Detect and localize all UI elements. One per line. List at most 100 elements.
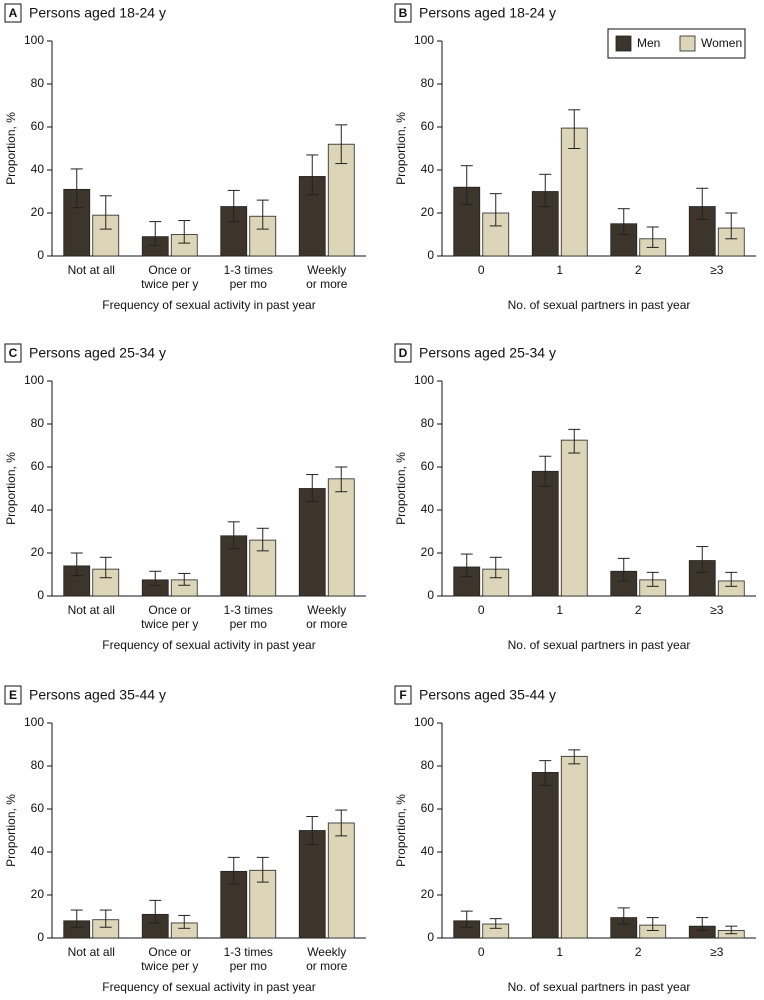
x-tick-label: 1-3 times bbox=[224, 603, 273, 617]
error-bar bbox=[306, 474, 319, 502]
error-bar bbox=[149, 570, 162, 586]
error-bar bbox=[335, 124, 348, 165]
panel-letter: B bbox=[399, 6, 408, 20]
y-tick-label: 0 bbox=[37, 588, 44, 602]
x-axis-title: Frequency of sexual activity in past yea… bbox=[102, 638, 315, 652]
y-tick-label: 100 bbox=[414, 715, 434, 729]
y-tick-label: 20 bbox=[421, 887, 435, 901]
y-tick-label: 100 bbox=[24, 373, 44, 387]
y-tick-label: 60 bbox=[31, 119, 45, 133]
chart-panel: A Persons aged 18-24 y Proportion, % Freque… bbox=[4, 3, 366, 312]
y-tick-label: 80 bbox=[31, 416, 45, 430]
y-tick-label: 80 bbox=[31, 758, 45, 772]
panel-title: Persons aged 35-44 y bbox=[29, 687, 166, 703]
x-tick-label: 0 bbox=[478, 945, 485, 959]
y-tick-label: 80 bbox=[31, 76, 45, 90]
chart-panel: B Persons aged 18-24 y Proportion, % No. of… bbox=[394, 3, 756, 312]
error-bar bbox=[460, 910, 473, 928]
y-tick-label: 0 bbox=[37, 930, 44, 944]
y-axis-title: Proportion, % bbox=[4, 452, 18, 525]
error-bar bbox=[335, 809, 348, 837]
x-tick-label: Weekly bbox=[307, 263, 346, 277]
y-tick-label: 60 bbox=[421, 119, 435, 133]
panel-letter: C bbox=[9, 346, 18, 360]
panel-title: Persons aged 25-34 y bbox=[29, 345, 166, 361]
x-axis-title: No. of sexual partners in past year bbox=[508, 298, 691, 312]
x-tick-label: or more bbox=[306, 277, 348, 291]
bar bbox=[327, 478, 355, 597]
x-tick-label: 1 bbox=[556, 603, 563, 617]
error-bar bbox=[335, 466, 348, 493]
y-tick-label: 20 bbox=[31, 205, 45, 219]
panel-letter-box bbox=[4, 685, 22, 705]
error-bar bbox=[460, 165, 473, 205]
error-bar bbox=[256, 199, 269, 230]
error-bar bbox=[617, 557, 630, 582]
error-bar bbox=[256, 856, 269, 883]
error-bar bbox=[696, 546, 709, 573]
y-tick-label: 60 bbox=[31, 459, 45, 473]
bar bbox=[327, 822, 355, 939]
error-bar bbox=[489, 918, 502, 929]
x-axis-title: No. of sexual partners in past year bbox=[508, 638, 691, 652]
x-tick-label: Not at all bbox=[68, 945, 115, 959]
y-tick-label: 0 bbox=[427, 588, 434, 602]
y-tick-label: 40 bbox=[31, 162, 45, 176]
x-tick-label: 2 bbox=[635, 945, 642, 959]
y-axis-title: Proportion, % bbox=[4, 794, 18, 867]
x-tick-label: Not at all bbox=[68, 603, 115, 617]
y-tick-label: 40 bbox=[421, 844, 435, 858]
error-bar bbox=[568, 749, 581, 765]
error-bar bbox=[70, 552, 83, 577]
error-bar bbox=[539, 760, 552, 786]
panel-letter-box bbox=[394, 343, 412, 363]
y-tick-label: 100 bbox=[414, 33, 434, 47]
error-bar bbox=[489, 193, 502, 227]
y-axis-title: Proportion, % bbox=[394, 794, 408, 867]
panel-title: Persons aged 18-24 y bbox=[29, 5, 166, 21]
chart-panel: D Persons aged 25-34 y Proportion, % No. of… bbox=[394, 343, 756, 652]
error-bar bbox=[306, 154, 319, 196]
panel-title: Persons aged 35-44 y bbox=[419, 687, 556, 703]
error-bar bbox=[227, 189, 240, 223]
x-tick-label: 2 bbox=[635, 263, 642, 277]
y-tick-label: 60 bbox=[421, 459, 435, 473]
legend: Men Women bbox=[607, 28, 746, 59]
x-tick-label: Weekly bbox=[307, 603, 346, 617]
panel-letter-box bbox=[4, 3, 22, 23]
error-bar bbox=[227, 521, 240, 550]
panel-letter: E bbox=[9, 688, 17, 702]
x-tick-label: ≥3 bbox=[710, 603, 724, 617]
error-bar bbox=[646, 226, 659, 248]
error-bar bbox=[99, 195, 112, 230]
legend-swatch bbox=[679, 35, 696, 52]
y-tick-label: 80 bbox=[421, 76, 435, 90]
x-tick-label: twice per y bbox=[141, 277, 198, 291]
error-bar bbox=[99, 909, 112, 928]
error-bar bbox=[178, 914, 191, 929]
y-tick-label: 20 bbox=[31, 545, 45, 559]
x-tick-label: ≥3 bbox=[710, 263, 724, 277]
panel-letter-box bbox=[4, 343, 22, 363]
y-tick-label: 0 bbox=[427, 930, 434, 944]
error-bar bbox=[725, 212, 738, 240]
x-tick-label: 1-3 times bbox=[224, 945, 273, 959]
bar bbox=[298, 830, 326, 939]
error-bar bbox=[256, 527, 269, 552]
x-axis-title: Frequency of sexual activity in past yea… bbox=[102, 298, 315, 312]
y-tick-label: 100 bbox=[24, 715, 44, 729]
y-tick-label: 80 bbox=[421, 758, 435, 772]
y-tick-label: 0 bbox=[427, 248, 434, 262]
error-bar bbox=[178, 572, 191, 586]
x-tick-label: ≥3 bbox=[710, 945, 724, 959]
y-tick-label: 40 bbox=[31, 844, 45, 858]
legend-swatch bbox=[615, 35, 632, 52]
x-tick-label: 0 bbox=[478, 263, 485, 277]
error-bar bbox=[617, 907, 630, 925]
error-bar bbox=[149, 899, 162, 924]
panel-letter-box bbox=[394, 685, 412, 705]
y-tick-label: 60 bbox=[31, 801, 45, 815]
x-tick-label: 1-3 times bbox=[224, 263, 273, 277]
x-tick-label: or more bbox=[306, 959, 348, 973]
